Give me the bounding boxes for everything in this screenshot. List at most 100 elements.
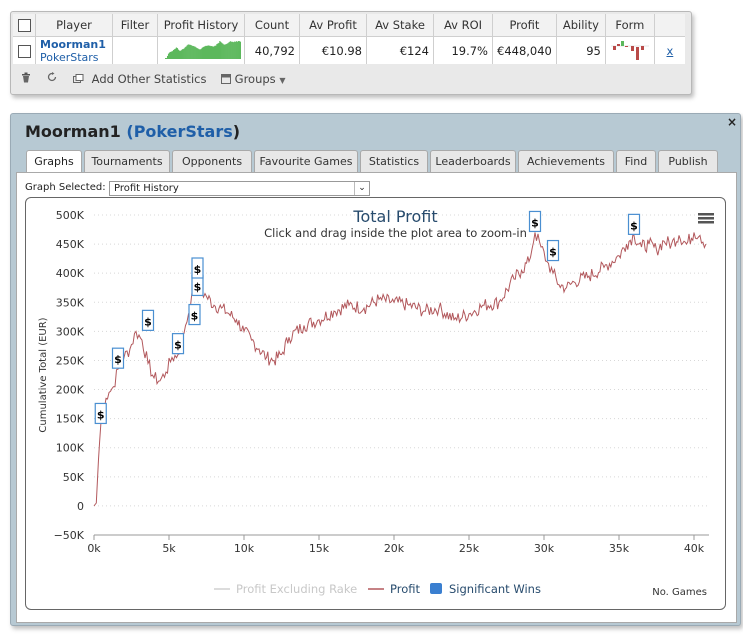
graph-select-dropdown[interactable]: Profit History ⌄ [109, 181, 370, 196]
player-site-link[interactable]: PokerStars [40, 50, 99, 64]
significant-win-flag[interactable]: $ [546, 239, 560, 262]
y-axis-label: Cumulative Total (EUR) [38, 317, 49, 432]
chevron-down-icon: ⌄ [354, 182, 369, 195]
av-profit-cell: €10.98 [299, 36, 367, 64]
profit-history-sparkline-cell [157, 36, 245, 64]
y-tick-label: 300K [56, 325, 85, 338]
player-name-link[interactable]: Moorman1 [40, 37, 106, 51]
y-tick-label: 0 [77, 500, 84, 513]
tab-leaderboards[interactable]: Leaderboards [430, 150, 516, 172]
total-profit-chart[interactable]: 500K 450K 400K 350K 300K 250K 200K 150K 100K 50K 0… [26, 198, 725, 609]
form-cell [605, 36, 655, 64]
row-checkbox[interactable] [17, 44, 31, 58]
chart-menu-icon[interactable] [698, 213, 714, 224]
significant-win-flag[interactable]: $ [528, 210, 542, 233]
player-stats-table: Player Filter Profit History Count Av Pr… [13, 14, 685, 64]
y-tick-label: 400K [56, 267, 85, 280]
column-header-profit-history[interactable]: Profit History [157, 14, 245, 37]
av-stake-cell: €124 [366, 36, 434, 64]
graph-selector-row: Graph Selected: Profit History ⌄ [25, 181, 370, 196]
close-icon[interactable]: × [726, 115, 737, 129]
remove-player-link[interactable]: x [666, 43, 674, 58]
significant-win-flag[interactable]: $ [111, 347, 125, 369]
x-tick-label: 10k [234, 542, 255, 555]
svg-text:$: $ [630, 219, 638, 232]
chevron-down-icon: ▼ [279, 76, 286, 85]
x-tick-label: 0k [87, 542, 101, 555]
tab-favourite-games[interactable]: Favourite Games [254, 150, 358, 172]
svg-text:$: $ [549, 246, 557, 259]
significant-win-flag[interactable]: $ [171, 333, 185, 355]
legend-item-significant-wins[interactable]: Significant Wins [430, 582, 541, 596]
column-header-player[interactable]: Player [35, 14, 113, 37]
column-header-profit[interactable]: Profit [492, 14, 557, 37]
profit-series-line [93, 232, 707, 507]
player-detail-panel: Moorman1 (PokerStars) × Graphs Tournamen… [10, 113, 741, 626]
player-cell[interactable]: Moorman1 PokerStars [35, 36, 113, 64]
tab-opponents[interactable]: Opponents [172, 150, 252, 172]
significant-win-flag[interactable]: $ [94, 402, 107, 425]
chart-subtitle: Click and drag inside the plot area to z… [264, 226, 527, 240]
trash-icon[interactable] [21, 72, 31, 86]
svg-text:$: $ [97, 408, 105, 421]
player-summary-panel: Player Filter Profit History Count Av Pr… [10, 11, 692, 95]
av-roi-cell: 19.7% [433, 36, 493, 64]
refresh-icon[interactable] [47, 72, 57, 86]
remove-cell: x [654, 37, 685, 65]
svg-text:$: $ [531, 216, 539, 229]
tab-statistics[interactable]: Statistics [360, 150, 428, 172]
column-header-av-profit[interactable]: Av Profit [299, 14, 367, 37]
add-other-statistics-label: Add Other Statistics [91, 72, 207, 86]
significant-win-flag[interactable]: $ [191, 257, 204, 279]
chart-legend: Profit Excluding Rake Profit Significant W… [214, 582, 541, 596]
y-tick-label: 50K [63, 471, 85, 484]
svg-text:Profit: Profit [390, 582, 420, 596]
groups-icon [221, 74, 231, 84]
profit-history-sparkline [165, 41, 242, 59]
y-tick-label: 200K [56, 384, 85, 397]
legend-item-profit-excluding-rake[interactable]: Profit Excluding Rake [214, 582, 357, 596]
legend-item-profit[interactable]: Profit [368, 582, 420, 596]
svg-text:Significant Wins: Significant Wins [449, 582, 541, 596]
graph-select-value: Profit History [114, 183, 179, 194]
column-header-av-roi[interactable]: Av ROI [433, 14, 493, 37]
y-tick-label: 350K [56, 296, 85, 309]
panel-title-site[interactable]: PokerStars [133, 122, 233, 141]
tab-tournaments[interactable]: Tournaments [84, 150, 170, 172]
table-header-row: Player Filter Profit History Count Av Pr… [13, 14, 685, 37]
column-header-av-stake[interactable]: Av Stake [366, 14, 434, 37]
select-all-header[interactable] [13, 14, 36, 37]
column-header-ability[interactable]: Ability [556, 14, 606, 37]
chart-container[interactable]: 500K 450K 400K 350K 300K 250K 200K 150K 100K 50K 0… [25, 197, 726, 610]
x-tick-label: 30k [534, 542, 555, 555]
y-tick-label: 100K [56, 442, 85, 455]
row-select-cell[interactable] [13, 36, 36, 64]
svg-text:$: $ [194, 280, 202, 293]
x-tick-label: 15k [309, 542, 330, 555]
column-header-remove [654, 14, 685, 37]
column-header-count[interactable]: Count [244, 14, 300, 37]
x-tick-label: 40k [684, 542, 705, 555]
significant-win-flag[interactable]: $ [188, 303, 201, 326]
x-tick-label: 35k [609, 542, 630, 555]
tab-find[interactable]: Find [616, 150, 656, 172]
add-other-statistics-button[interactable]: Add Other Statistics [73, 72, 206, 86]
svg-text:$: $ [144, 315, 152, 328]
x-tick-label: 20k [384, 542, 405, 555]
significant-win-flag[interactable]: $ [627, 213, 641, 235]
tab-achievements[interactable]: Achievements [518, 150, 614, 172]
panel-title: Moorman1 (PokerStars) [25, 122, 241, 141]
groups-dropdown[interactable]: Groups ▼ [221, 72, 285, 86]
y-tick-label: −50K [54, 529, 85, 542]
svg-text:$: $ [194, 263, 202, 276]
svg-text:$: $ [114, 353, 122, 366]
tab-publish[interactable]: Publish [658, 150, 718, 172]
tab-graphs[interactable]: Graphs [26, 150, 82, 174]
column-header-filter[interactable]: Filter [112, 14, 158, 37]
x-tick-label: 5k [162, 542, 176, 555]
column-header-form[interactable]: Form [605, 14, 655, 37]
select-all-checkbox[interactable] [17, 19, 31, 32]
profit-cell: €448,040 [492, 36, 557, 64]
significant-win-flag[interactable]: $ [141, 309, 155, 331]
filter-cell [112, 36, 158, 64]
